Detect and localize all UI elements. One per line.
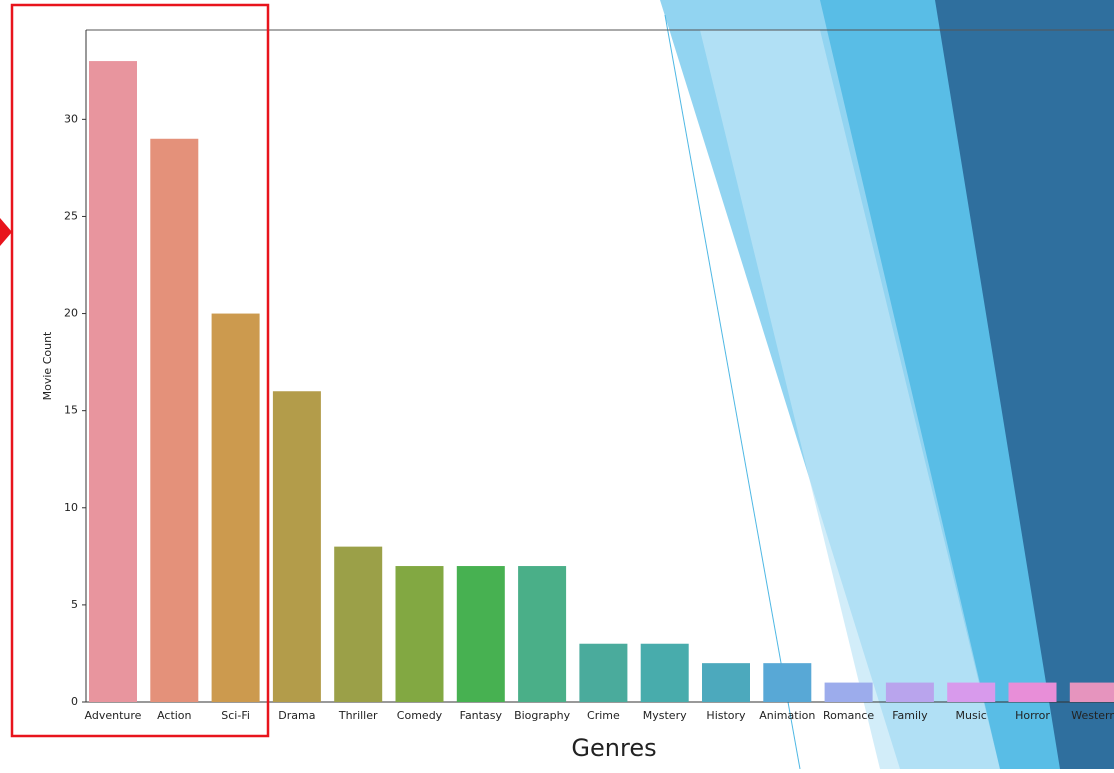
y-tick-label: 0	[71, 695, 78, 708]
x-tick-label: Romance	[823, 709, 874, 722]
bar	[89, 61, 137, 703]
bar	[763, 663, 812, 702]
bar	[702, 663, 750, 702]
y-tick-label: 30	[64, 112, 78, 125]
x-tick-label: Animation	[759, 709, 815, 722]
x-tick-label: Crime	[587, 709, 620, 722]
x-tick-label: Horror	[1015, 709, 1050, 722]
bar	[947, 682, 996, 702]
x-tick-label: Sci-Fi	[221, 709, 250, 722]
x-axis-label: Genres	[571, 734, 656, 762]
y-tick-label: 15	[64, 404, 78, 417]
bar	[1069, 682, 1114, 702]
x-tick-label: Adventure	[85, 709, 142, 722]
y-tick-label: 10	[64, 501, 78, 514]
bar	[211, 313, 260, 702]
y-tick-label: 20	[64, 307, 78, 320]
decoration	[660, 0, 1114, 770]
bar	[640, 643, 689, 702]
bar	[518, 566, 567, 702]
x-tick-label: Biography	[514, 709, 571, 722]
bar	[272, 391, 321, 702]
y-axis-label: Movie Count	[41, 331, 54, 400]
x-tick-label: Music	[956, 709, 987, 722]
highlight-box	[10, 3, 270, 738]
bar	[395, 566, 444, 702]
x-tick-label: Mystery	[643, 709, 687, 722]
bar	[824, 682, 873, 702]
bar	[150, 138, 199, 702]
x-tick-label: History	[706, 709, 746, 722]
y-tick-label: 25	[64, 209, 78, 222]
x-tick-label: Western	[1071, 709, 1114, 722]
x-tick-label: Action	[157, 709, 191, 722]
highlight-arrow	[0, 218, 12, 246]
x-tick-label: Fantasy	[460, 709, 503, 722]
x-tick-label: Drama	[278, 709, 315, 722]
bar	[334, 546, 383, 702]
y-tick-label: 5	[71, 598, 78, 611]
bar	[456, 566, 505, 702]
x-tick-label: Comedy	[397, 709, 443, 722]
bar	[579, 643, 628, 702]
bar	[885, 682, 934, 702]
x-tick-label: Family	[892, 709, 928, 722]
bar	[1008, 682, 1057, 702]
x-tick-label: Thriller	[338, 709, 378, 722]
